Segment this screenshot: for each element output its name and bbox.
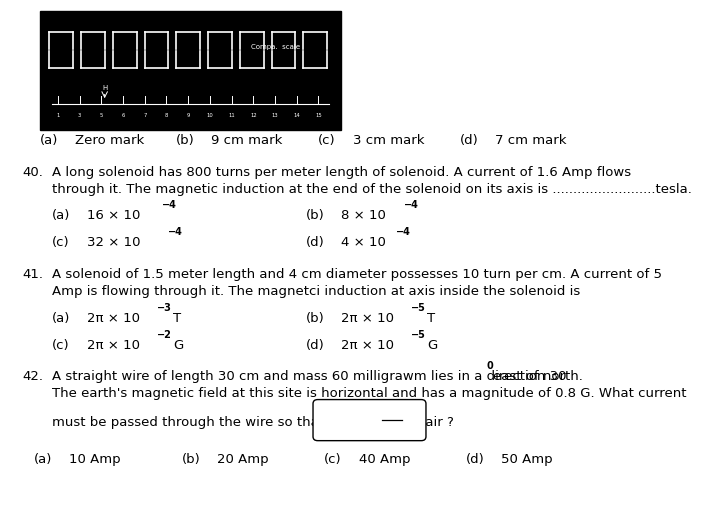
Text: 8 × 10: 8 × 10 [342,209,386,222]
Text: 2π × 10: 2π × 10 [342,312,394,324]
FancyBboxPatch shape [313,400,426,441]
Text: 10 Amp: 10 Amp [69,452,121,465]
Text: 10: 10 [206,112,213,118]
Text: −4: −4 [404,200,419,210]
Text: 0: 0 [487,360,493,371]
Text: 1: 1 [56,112,60,118]
Text: 3: 3 [78,112,82,118]
Text: −4: −4 [396,227,412,237]
Text: Amp is flowing through it. The magnetci induction at axis inside the solenoid is: Amp is flowing through it. The magnetci … [52,284,580,297]
Text: 6: 6 [121,112,125,118]
Text: must be passed through the wire so that it may float in air ?: must be passed through the wire so that … [52,415,453,428]
Text: g = 10: g = 10 [323,413,368,426]
Text: 2π × 10: 2π × 10 [87,312,140,324]
Text: 12: 12 [250,112,257,118]
Text: (c): (c) [323,452,342,465]
Text: 42.: 42. [22,370,43,383]
Text: −4: −4 [162,200,177,210]
Text: (c): (c) [52,236,69,249]
Text: 14: 14 [293,112,300,118]
Text: 4 × 10: 4 × 10 [342,236,386,249]
Text: (a): (a) [52,312,70,324]
Text: 8: 8 [165,112,168,118]
Text: (d): (d) [466,452,484,465]
Text: 2π × 10: 2π × 10 [87,338,140,351]
Text: (d): (d) [460,134,479,147]
Text: T: T [173,312,181,324]
Text: Compa.  scale: Compa. scale [251,44,300,50]
Text: (a): (a) [40,134,58,147]
Text: Zero mark: Zero mark [75,134,144,147]
Text: 7 cm mark: 7 cm mark [495,134,567,147]
Text: east of north.: east of north. [493,370,583,383]
Text: A long solenoid has 800 turns per meter length of solenoid. A current of 1.6 Amp: A long solenoid has 800 turns per meter … [52,166,631,179]
Text: 20 Amp: 20 Amp [217,452,269,465]
Text: (b): (b) [182,452,201,465]
Text: A solenoid of 1.5 meter length and 4 cm diameter possesses 10 turn per cm. A cur: A solenoid of 1.5 meter length and 4 cm … [52,267,661,280]
Text: G: G [427,338,438,351]
Text: 7: 7 [143,112,147,118]
Text: (c): (c) [318,134,336,147]
Text: 2: 2 [392,420,399,431]
Text: −2: −2 [157,329,172,339]
Text: 9: 9 [186,112,190,118]
Text: (b): (b) [306,209,325,222]
FancyBboxPatch shape [40,12,342,130]
Text: 11: 11 [228,112,235,118]
Text: (a): (a) [52,209,70,222]
Text: T: T [427,312,435,324]
Text: H: H [102,84,108,91]
Text: 50 Amp: 50 Amp [501,452,553,465]
Text: (b): (b) [176,134,195,147]
Text: A straight wire of length 30 cm and mass 60 milligrawm lies in a direction 30: A straight wire of length 30 cm and mass… [52,370,566,383]
Text: 32 × 10: 32 × 10 [87,236,141,249]
Text: 2π × 10: 2π × 10 [342,338,394,351]
Text: 41.: 41. [22,267,43,280]
Text: s: s [383,422,390,436]
Text: 40 Amp: 40 Amp [359,452,411,465]
Text: −5: −5 [412,329,426,339]
Text: −4: −4 [168,227,183,237]
Text: 15: 15 [315,112,322,118]
Text: (d): (d) [306,338,325,351]
Text: 16 × 10: 16 × 10 [87,209,141,222]
Text: 9 cm mark: 9 cm mark [212,134,283,147]
Text: The earth's magnetic field at this site is horizontal and has a magnitude of 0.8: The earth's magnetic field at this site … [52,386,686,399]
Text: (d): (d) [306,236,325,249]
Text: (b): (b) [306,312,325,324]
Text: (a): (a) [34,452,52,465]
Text: 13: 13 [271,112,279,118]
Text: 40.: 40. [22,166,43,179]
Text: 5: 5 [100,112,103,118]
Text: 3 cm mark: 3 cm mark [353,134,425,147]
Text: (c): (c) [52,338,69,351]
Text: −5: −5 [412,302,426,312]
Text: through it. The magnetic induction at the end of the solenoid on its axis is ...: through it. The magnetic induction at th… [52,183,692,196]
Text: G: G [173,338,183,351]
Text: −3: −3 [157,302,172,312]
Text: m: m [382,401,394,414]
